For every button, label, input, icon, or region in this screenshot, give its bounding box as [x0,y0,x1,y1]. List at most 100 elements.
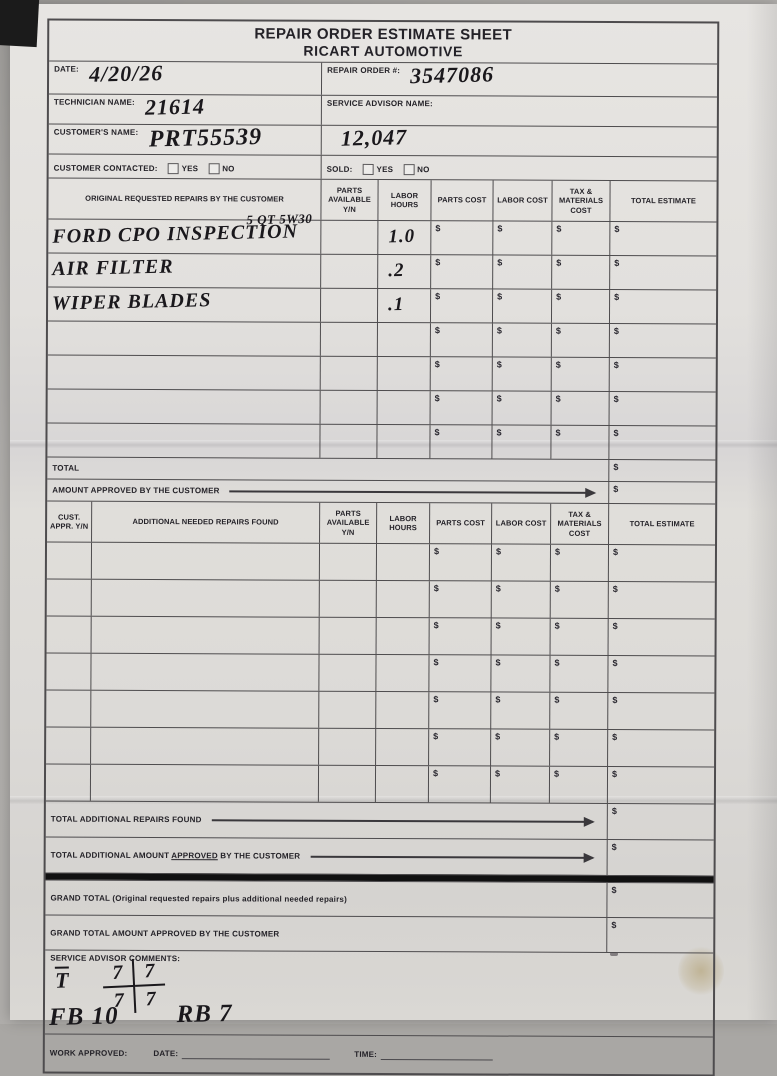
dollar-sign: $ [554,583,560,594]
dollar-sign: $ [612,621,618,632]
total-additional-approved-label: TOTAL ADDITIONAL AMOUNT [50,850,172,861]
right-arrow [310,855,593,859]
repair-description-handwritten: WIPER BLADES [51,289,212,315]
dollar-sign: $ [556,291,562,302]
paper-sheet [10,4,777,1020]
column-header: ADDITIONAL NEEDED REPAIRS FOUND [132,517,279,527]
dollar-sign: $ [614,292,620,303]
sold-no-label: NO [417,164,430,174]
column-header: PARTS AVAILABLE Y/N [326,508,370,537]
dollar-sign: $ [434,325,440,336]
dollar-sign: $ [495,731,501,742]
dollar-sign: $ [495,657,501,668]
date-signature-line [182,1048,331,1060]
technician-field: TECHNICIAN NAME: 21614 [49,93,321,125]
dollar-sign: $ [433,731,439,742]
customer-contacted-field: CUSTOMER CONTACTED: YES NO [49,155,321,179]
dollar-sign: $ [496,427,502,438]
repair-order-value-handwritten: 3547086 [409,61,495,89]
dollar-sign: $ [496,393,502,404]
dollar-sign: $ [497,291,503,302]
info-row-date: DATE: 4/20/26 REPAIR ORDER #: 3547086 [48,60,718,97]
technician-label: TECHNICIAN NAME: [53,97,135,107]
date-field: DATE: 4/20/26 [49,60,321,95]
tread-top-left: 7 [101,958,136,989]
labor-hours-handwritten: 1.0 [388,225,416,248]
dollar-sign: $ [435,291,441,302]
dollar-sign: $ [613,360,619,371]
repair-order-estimate-form: REPAIR ORDER ESTIMATE SHEET RICART AUTOM… [42,18,720,1076]
amount-approved-row: AMOUNT APPROVED BY THE CUSTOMER $ [47,478,716,504]
sold-yes-label: YES [376,164,394,174]
form-title-box: REPAIR ORDER ESTIMATE SHEET RICART AUTOM… [49,21,717,64]
table-row: $ $ $ $ [47,388,716,426]
sold-yes-checkbox [362,163,374,175]
amount-approved-label: AMOUNT APPROVED BY THE CUSTOMER [52,485,220,496]
contacted-yes-checkbox [167,162,179,174]
customer-name-label: CUSTOMER'S NAME: [53,127,139,137]
photographed-paper-form: REPAIR ORDER ESTIMATE SHEET RICART AUTOM… [0,0,777,1024]
dollar-sign: $ [556,223,562,234]
dollar-sign: $ [494,768,501,779]
service-advisor-label: SERVICE ADVISOR NAME: [326,98,433,109]
oil-note-handwritten: 5 QT 5W30 [246,210,313,228]
dollar-sign: $ [555,393,561,404]
work-approved-label: WORK APPROVED: [49,1048,128,1058]
dollar-sign: $ [614,224,620,235]
contacted-no-checkbox [208,162,220,174]
column-header: PARTS AVAILABLE Y/N [328,185,371,214]
table-row: $ $ $ $ [46,689,715,730]
dollar-sign: $ [613,326,619,337]
original-repairs-table-header: ORIGINAL REQUESTED REPAIRS BY THE CUSTOM… [48,177,717,222]
paper-fold-crease [10,440,777,449]
labor-hours-handwritten: .1 [387,293,405,316]
tire-mark-handwritten: T [54,966,70,993]
column-header: LABOR HOURS [390,190,419,210]
total-additional-repairs-row: TOTAL ADDITIONAL REPAIRS FOUND $ [45,800,714,840]
dollar-sign: $ [433,620,439,631]
dollar-sign: $ [556,257,562,268]
front-brakes-value: FB 10 [48,1002,119,1031]
total-additional-approved-row: TOTAL ADDITIONAL AMOUNT APPROVED BY THE … [45,836,714,876]
technician-value-handwritten: 21614 [144,93,206,120]
column-header: LABOR COST [495,518,547,529]
dollar-sign: $ [495,620,501,631]
dollar-sign: $ [435,257,441,268]
dark-corner-object [0,0,40,48]
dollar-sign: $ [495,546,502,557]
column-header: TAX & MATERIALS COST [558,186,604,215]
dollar-sign: $ [433,694,439,705]
table-row: $ $ $ $ [46,652,715,693]
dollar-sign: $ [555,325,561,336]
table-row: $ $ $ $ [47,320,716,358]
right-arrow [229,489,595,494]
mileage-field: 12,047 [320,124,717,157]
dollar-sign: $ [554,657,560,668]
column-header: LABOR COST [497,195,548,206]
repair-description-handwritten: AIR FILTER [51,255,174,281]
dollar-sign: $ [613,462,619,473]
dollar-sign: $ [434,427,440,438]
contacted-no-label: NO [222,163,235,173]
dollar-sign: $ [554,731,560,742]
sold-label: SOLD: [326,164,353,174]
info-row-customer: CUSTOMER'S NAME: PRT55539 12,047 [48,123,717,157]
dollar-sign: $ [554,546,561,557]
coffee-stain [678,946,724,996]
dollar-sign: $ [433,657,439,668]
right-arrow [211,818,593,823]
total-label: TOTAL [52,463,80,473]
dollar-sign: $ [554,620,560,631]
total-additional-repairs-label: TOTAL ADDITIONAL REPAIRS FOUND [50,814,202,825]
additional-repairs-table-header: CUST. APPR. Y/N ADDITIONAL NEEDED REPAIR… [47,500,716,545]
company-name: RICART AUTOMOTIVE [303,42,463,60]
dollar-sign: $ [612,695,618,706]
column-header: TAX & MATERIALS COST [557,509,602,538]
date-value-handwritten: 4/20/26 [88,60,164,87]
paper-fold-crease [10,796,777,805]
mileage-value-handwritten: 12,047 [340,124,408,151]
table-row: $ $ $ $ [46,615,715,656]
dollar-sign: $ [611,806,617,817]
dollar-sign: $ [497,223,503,234]
dollar-sign: $ [495,694,501,705]
